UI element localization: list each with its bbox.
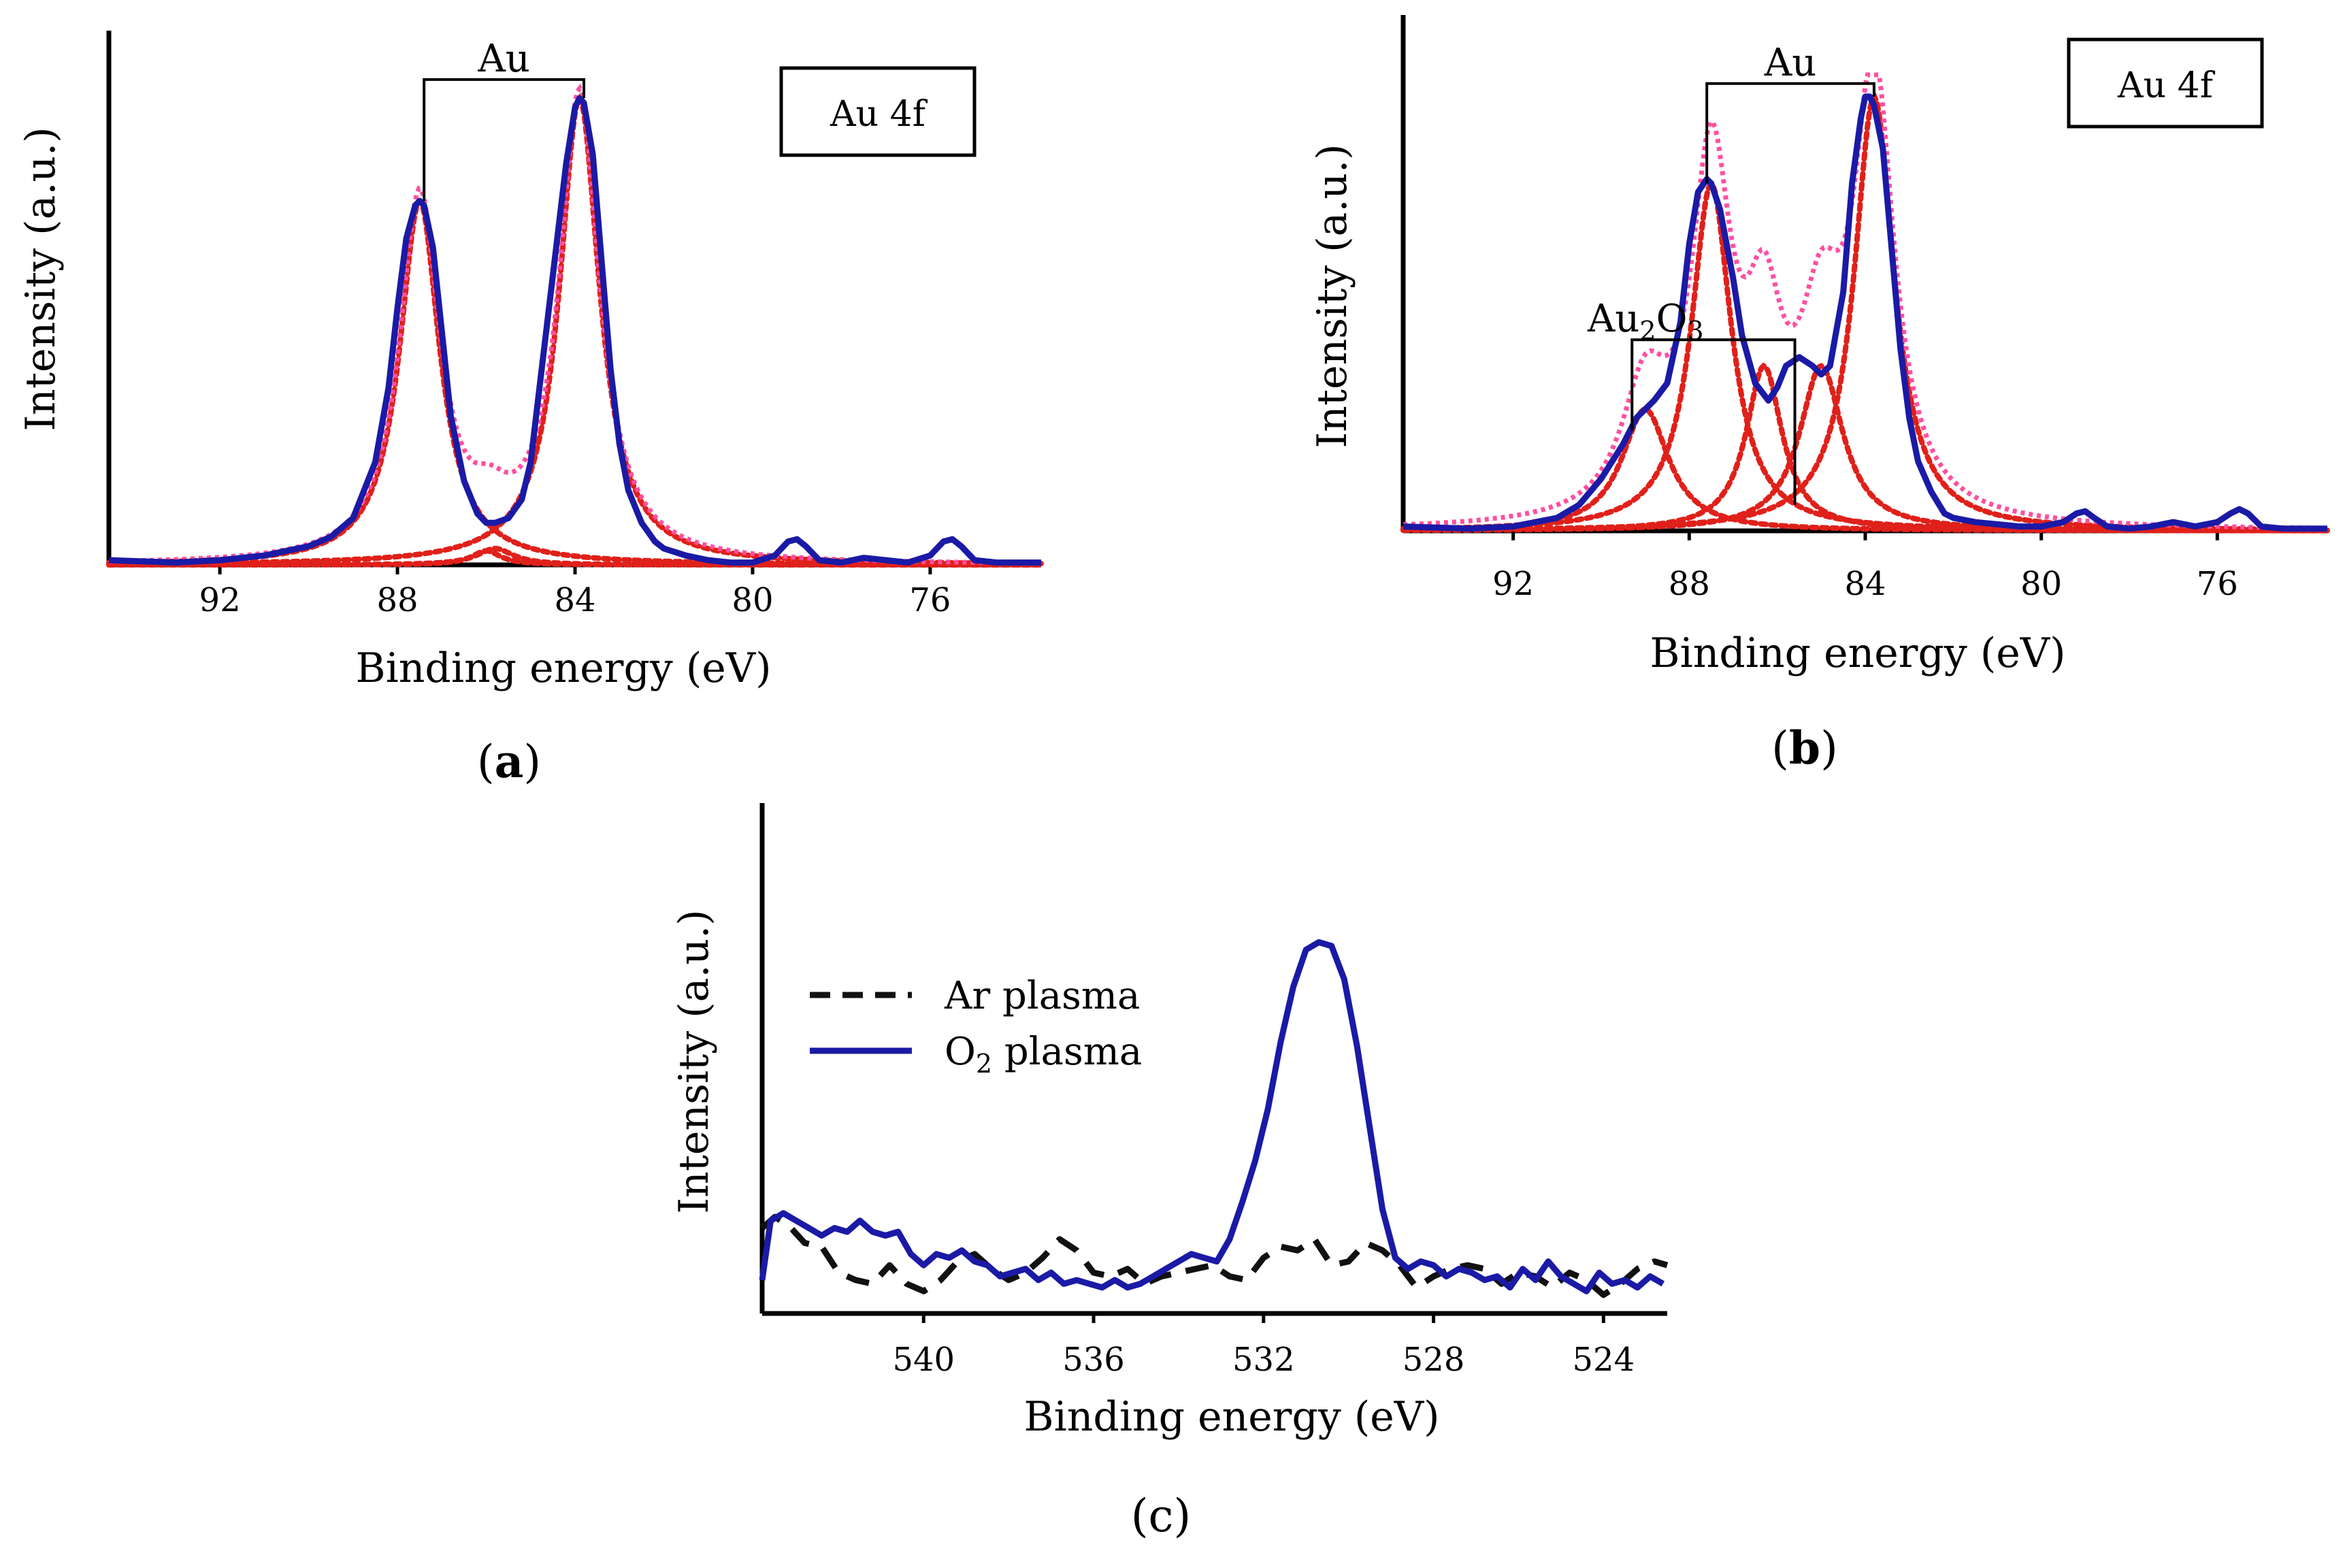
bracket-2 xyxy=(1630,338,1797,505)
panel-label-a: (a) xyxy=(477,735,541,788)
fit-component-2 xyxy=(106,93,1044,567)
panel-label-b: (b) xyxy=(1771,721,1838,774)
x-tick-label-92: 92 xyxy=(1492,565,1534,603)
au-4f-label: Au 4f xyxy=(2117,65,2216,106)
x-tick-label-84: 84 xyxy=(1844,565,1886,603)
x-axis-label: Binding energy (eV) xyxy=(1023,1393,1439,1441)
x-axis-label: Binding energy (eV) xyxy=(355,644,771,692)
x-tick-label-80: 80 xyxy=(732,581,773,619)
x-tick-label-76: 76 xyxy=(2197,565,2238,603)
fit-component-5 xyxy=(1400,91,2330,533)
legend: Ar plasma O2 plasma xyxy=(810,974,1142,1079)
au-4f-box xyxy=(779,66,977,157)
x-tick-label-524: 524 xyxy=(1573,1341,1635,1379)
fit-component-2 xyxy=(1400,180,2330,534)
au-4f-box xyxy=(2067,37,2264,129)
x-tick-label-540: 540 xyxy=(892,1341,955,1379)
fit-component-4 xyxy=(106,548,1044,568)
annotation-label-2: Au2O3 xyxy=(1587,297,1704,346)
x-tick-label-528: 528 xyxy=(1403,1341,1465,1379)
series-experimental xyxy=(1403,93,2327,532)
fit-envelope xyxy=(108,84,1041,566)
legend-label-ar: Ar plasma xyxy=(944,974,1140,1018)
bracket-1 xyxy=(423,78,586,201)
x-tick-label-84: 84 xyxy=(554,581,595,619)
y-axis-label: Intensity (a.u.) xyxy=(1309,144,1356,448)
series-experimental xyxy=(108,95,1041,566)
x-tick-label-80: 80 xyxy=(2020,565,2062,603)
fit-component-4 xyxy=(1400,362,2330,534)
legend-label-o2: O2 plasma xyxy=(945,1030,1142,1079)
panel-a: 92 88 84 80 76 Au Au 4f Binding energy (eV) … xyxy=(17,31,1044,788)
y-axis-label: Intensity (a.u.) xyxy=(670,909,718,1213)
panel-b: 92 88 84 80 76 Au Au2O3 Au 4f Binding energy … xyxy=(1309,15,2330,774)
fit-envelope xyxy=(1403,72,2328,531)
panel-c: 540 536 532 528 524 Ar plasma O2 plasma Bind… xyxy=(670,803,1669,1542)
series-ar-plasma xyxy=(760,1213,1669,1298)
fit-component-1 xyxy=(106,197,1044,568)
x-tick-label-88: 88 xyxy=(377,581,419,619)
fit-component-1 xyxy=(1400,406,2330,534)
x-axis-label: Binding energy (eV) xyxy=(1650,630,2065,677)
x-tick-label-92: 92 xyxy=(199,581,241,619)
series-o2-plasma xyxy=(759,939,1665,1294)
annotation-label-1: Au xyxy=(1764,41,1817,85)
y-axis-label: Intensity (a.u.) xyxy=(17,127,65,431)
x-tick-label-536: 536 xyxy=(1062,1341,1125,1379)
au-4f-label: Au 4f xyxy=(830,94,928,135)
bracket-1 xyxy=(1705,82,1875,184)
x-tick-label-88: 88 xyxy=(1669,565,1710,603)
panel-label-c: (c) xyxy=(1131,1490,1191,1542)
x-tick-label-532: 532 xyxy=(1232,1341,1295,1379)
annotation-label-1: Au xyxy=(477,37,530,81)
fit-component-3 xyxy=(1400,362,2330,534)
x-tick-label-76: 76 xyxy=(909,581,951,619)
